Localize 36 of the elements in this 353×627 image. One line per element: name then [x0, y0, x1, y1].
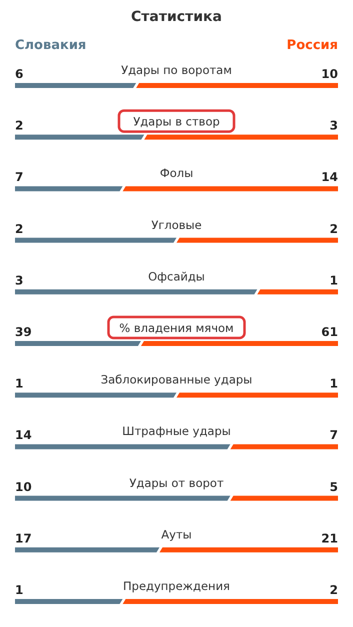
- data-label: 21: [321, 531, 338, 546]
- data-label: 1: [15, 376, 24, 391]
- data-label: 10: [15, 480, 32, 494]
- data-label: 6: [15, 67, 24, 81]
- data-label: 10: [321, 67, 338, 81]
- data-label: 14: [15, 428, 32, 442]
- y-tick-label: % владения мячом: [119, 321, 234, 335]
- data-label: 7: [330, 428, 338, 442]
- data-label: 39: [15, 325, 32, 339]
- text: Словакия: [15, 38, 86, 53]
- text: Россия: [286, 38, 338, 53]
- data-label: 5: [330, 480, 338, 494]
- y-tick-label: Заблокированные удары: [100, 372, 252, 387]
- data-label: 7: [15, 170, 24, 184]
- data-label: 2: [330, 583, 338, 597]
- y-tick-label: Удары в створ: [133, 114, 220, 129]
- data-label: 2: [330, 222, 338, 236]
- data-label: 2: [15, 222, 24, 236]
- data-label: 1: [330, 273, 338, 288]
- chart-title: Статистика: [131, 9, 222, 25]
- data-label: 3: [15, 273, 24, 288]
- data-label: 1: [15, 583, 24, 597]
- data-label: 17: [15, 531, 32, 546]
- y-tick-label: Предупреждения: [123, 579, 230, 593]
- y-tick-label: Ауты: [161, 527, 192, 542]
- y-tick-label: Фолы: [160, 166, 194, 180]
- data-label: 14: [321, 170, 338, 184]
- data-label: 61: [321, 325, 338, 339]
- y-tick-label: Штрафные удары: [122, 424, 231, 438]
- y-tick-label: Удары по воротам: [121, 63, 232, 77]
- data-label: 2: [15, 118, 24, 133]
- y-tick-label: Угловые: [151, 218, 202, 232]
- data-label: 1: [330, 376, 338, 391]
- data-label: 3: [330, 118, 338, 133]
- y-tick-label: Офсайды: [148, 269, 205, 284]
- y-tick-label: Удары от ворот: [129, 476, 224, 490]
